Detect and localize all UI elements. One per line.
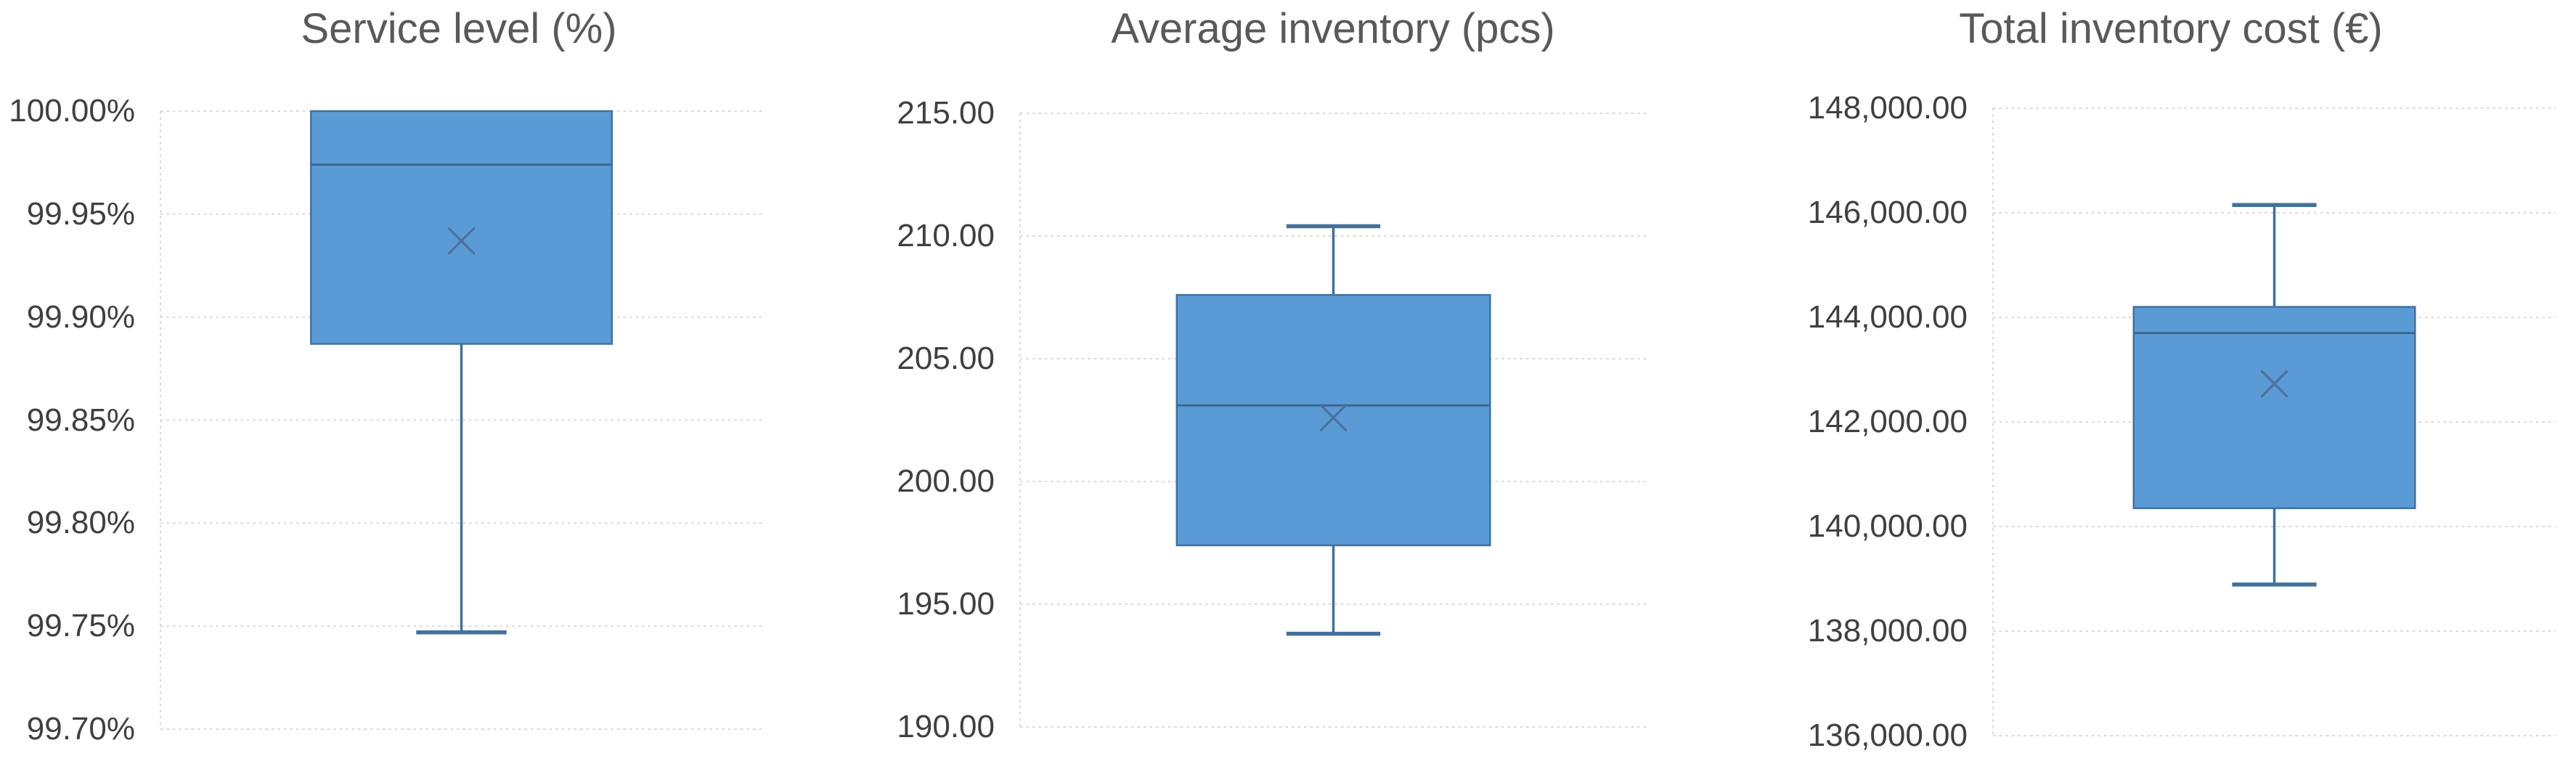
y-tick-label: 210.00: [897, 218, 995, 253]
chart-title-total-inventory-cost: Total inventory cost (€): [1959, 5, 2383, 52]
y-tick-label: 136,000.00: [1807, 718, 1968, 753]
mean-marker-x: [2260, 370, 2288, 398]
chart-title-average-inventory: Average inventory (pcs): [1111, 5, 1555, 52]
y-tick-label: 146,000.00: [1807, 195, 1968, 230]
y-tick-label: 205.00: [897, 341, 995, 376]
y-tick-label: 99.75%: [26, 608, 135, 643]
y-tick-label: 190.00: [897, 709, 995, 744]
box-plot-chart-0: [160, 110, 762, 730]
y-tick-label: 200.00: [897, 463, 995, 499]
y-tick-label: 99.80%: [26, 505, 135, 540]
y-tick-label: 99.70%: [26, 711, 135, 747]
y-tick-label: 142,000.00: [1807, 404, 1968, 439]
iqr-box: [310, 110, 614, 345]
iqr-box: [1175, 293, 1491, 547]
box-plot-chart-2: [1992, 107, 2556, 736]
y-tick-label: 99.85%: [26, 402, 135, 438]
mean-marker-x: [447, 227, 476, 255]
y-tick-label: 100.00%: [9, 93, 135, 129]
y-tick-label: 148,000.00: [1807, 90, 1968, 126]
y-tick-label: 99.95%: [26, 196, 135, 232]
y-tick-label: 195.00: [897, 586, 995, 622]
chart-title-service-level: Service level (%): [301, 5, 617, 52]
y-tick-label: 140,000.00: [1807, 508, 1968, 544]
y-tick-label: 144,000.00: [1807, 299, 1968, 335]
mean-marker-x: [1319, 404, 1348, 431]
y-tick-label: 215.00: [897, 95, 995, 131]
box-plot-chart-1: [1019, 113, 1647, 728]
iqr-box: [2132, 306, 2416, 510]
y-tick-label: 99.90%: [26, 299, 135, 335]
y-tick-label: 138,000.00: [1807, 613, 1968, 649]
